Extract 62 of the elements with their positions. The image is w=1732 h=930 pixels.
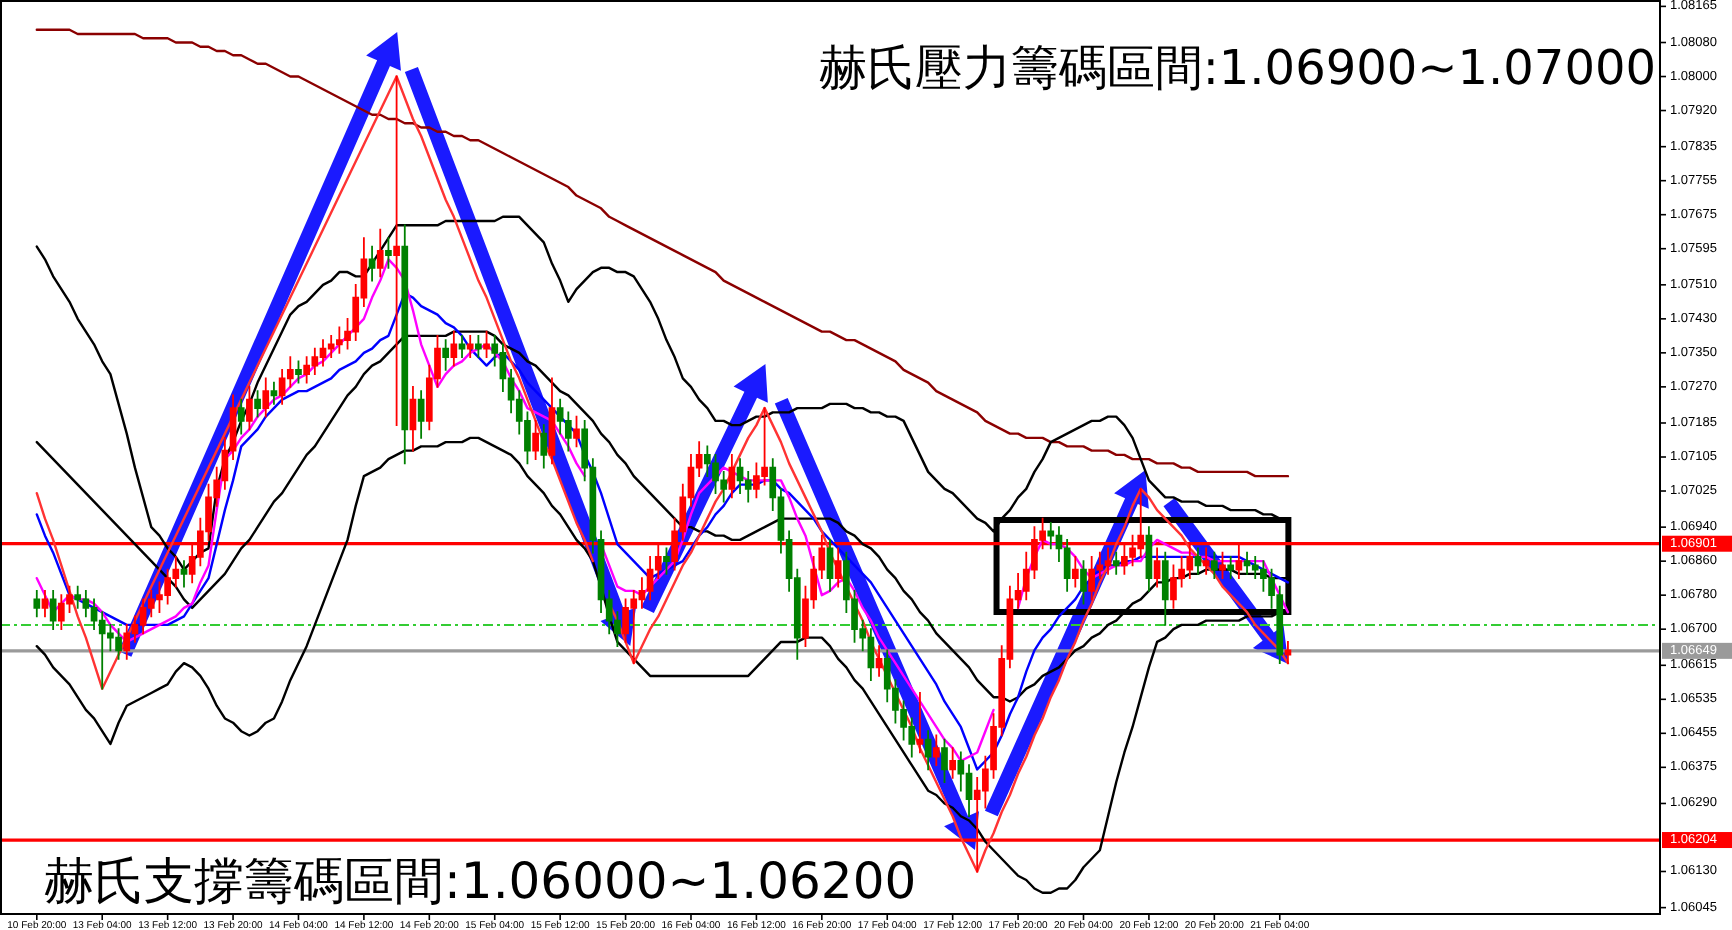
candlestick <box>368 245 376 282</box>
candlestick <box>295 360 302 384</box>
candlestick <box>475 334 482 358</box>
candlestick <box>450 330 458 367</box>
candlestick <box>74 585 82 609</box>
candlestick <box>875 645 883 677</box>
candlestick <box>417 390 425 439</box>
candlestick <box>466 334 474 358</box>
candlestick <box>1080 560 1087 605</box>
candlestick <box>1284 641 1292 665</box>
candlestick <box>139 598 147 635</box>
candlestick <box>1194 547 1202 575</box>
candlestick <box>728 453 736 499</box>
annotation: 赫氏支撐籌碼區間:1.06000~1.06200 <box>44 851 917 910</box>
candlestick <box>458 334 466 358</box>
candlestick <box>262 377 270 418</box>
candlestick <box>1088 556 1096 601</box>
candlestick <box>376 228 384 278</box>
candlestick <box>393 75 400 427</box>
candlestick <box>246 385 253 431</box>
candlestick <box>270 381 278 405</box>
candlestick <box>924 730 932 771</box>
candlestick <box>336 326 343 354</box>
candlestick <box>949 747 957 779</box>
candlestick <box>736 458 744 495</box>
candlestick <box>180 560 188 588</box>
candlestick <box>540 424 548 469</box>
candlestick <box>319 339 327 367</box>
candlestick <box>49 590 57 631</box>
line-series <box>35 330 1290 703</box>
candlestick <box>532 419 539 461</box>
candlestick <box>548 377 556 465</box>
candlestick <box>1161 551 1169 626</box>
candlestick <box>123 624 131 660</box>
candlestick <box>941 738 948 784</box>
candlestick <box>712 453 719 495</box>
candlestick <box>1243 551 1251 575</box>
candlestick <box>1227 556 1235 580</box>
candlestick <box>826 539 834 592</box>
candlestick <box>401 224 409 465</box>
candlestick <box>33 590 41 618</box>
candlestick <box>1210 551 1218 580</box>
candlestick <box>916 692 924 754</box>
candlestick <box>1170 564 1177 609</box>
candlestick <box>1112 551 1120 575</box>
candlestick <box>442 339 450 371</box>
candlestick <box>254 390 261 418</box>
candlestick <box>1219 551 1226 580</box>
candlestick <box>237 398 245 435</box>
candlestick <box>573 415 580 448</box>
candlestick <box>932 734 940 767</box>
annotation: 赫氏壓力籌碼區間:1.06900~1.07000 <box>818 40 1656 96</box>
candlestick <box>663 547 670 575</box>
candlestick <box>57 594 65 631</box>
candlestick <box>41 590 49 618</box>
candlestick <box>867 628 875 682</box>
candlestick <box>303 356 310 384</box>
candlestick <box>1071 556 1079 588</box>
candlestick <box>385 237 392 269</box>
candlestick <box>483 330 490 358</box>
candlestick <box>409 385 417 452</box>
candlestick <box>115 628 122 660</box>
